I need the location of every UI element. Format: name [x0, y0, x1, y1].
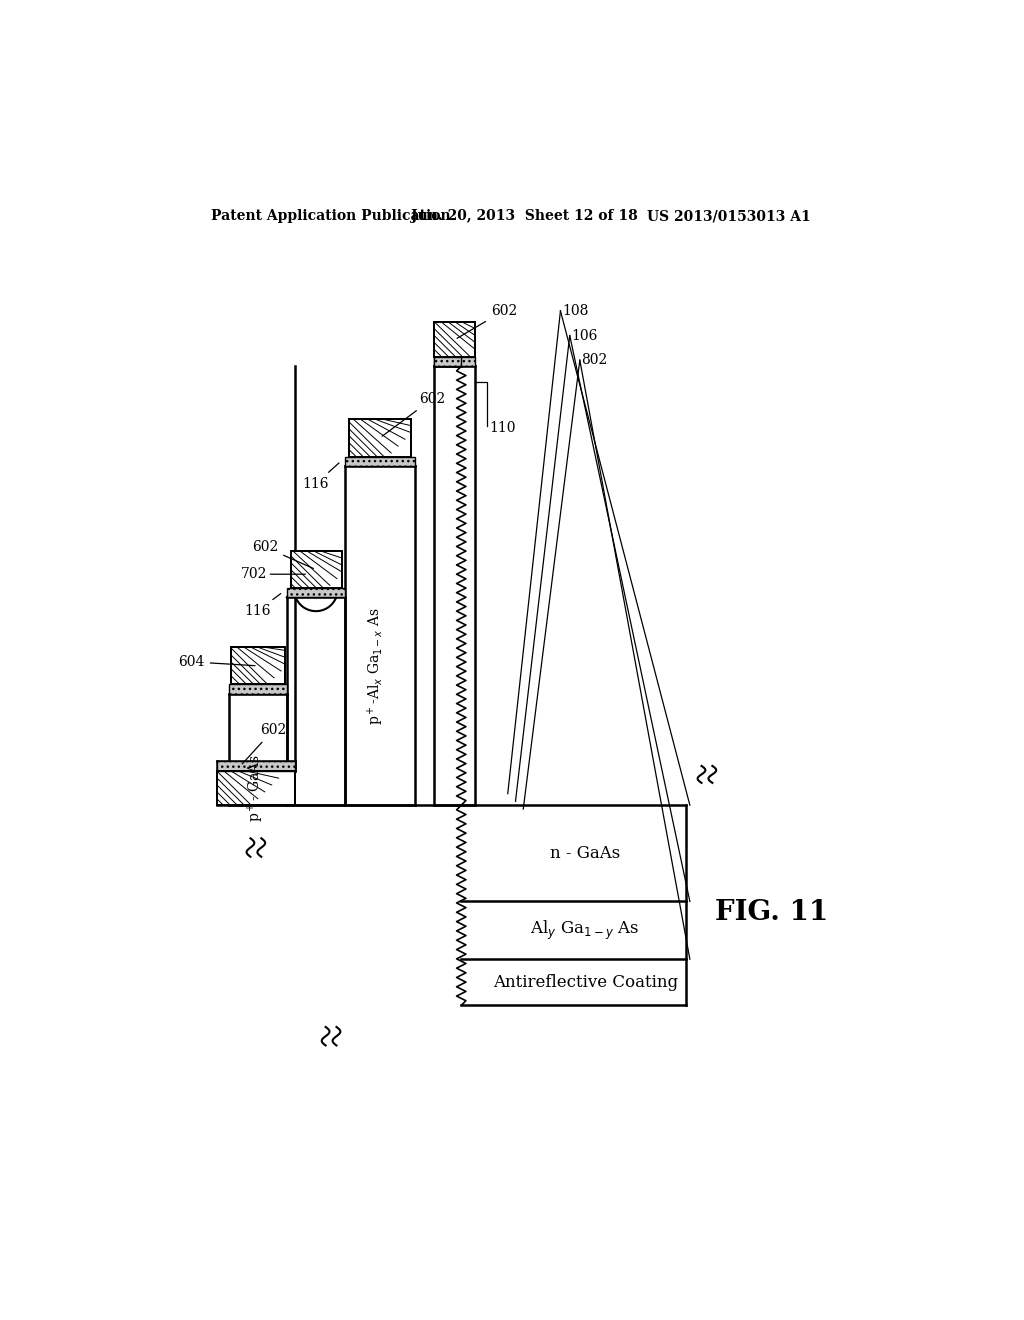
Text: 604: 604	[178, 655, 255, 669]
Bar	[349, 418, 411, 457]
Bar	[231, 647, 286, 684]
Bar	[349, 418, 411, 457]
Text: Patent Application Publication: Patent Application Publication	[211, 209, 451, 223]
Text: 110: 110	[489, 421, 516, 434]
Text: p$^+$- GaAs: p$^+$- GaAs	[246, 754, 266, 822]
Text: 108: 108	[562, 304, 589, 318]
Text: 802: 802	[582, 354, 607, 367]
Bar	[291, 552, 342, 589]
Text: 702: 702	[241, 568, 266, 581]
Bar	[228, 684, 287, 693]
Text: 116: 116	[302, 463, 339, 491]
Text: 602: 602	[382, 392, 444, 436]
Bar	[217, 771, 295, 805]
Text: Antireflective Coating: Antireflective Coating	[493, 974, 678, 991]
Bar	[434, 358, 461, 367]
Text: FIG. 11: FIG. 11	[715, 899, 827, 927]
Text: 602: 602	[252, 540, 313, 569]
Bar	[287, 589, 345, 597]
Bar	[217, 771, 295, 805]
Bar	[291, 552, 342, 589]
Text: 116: 116	[245, 594, 281, 618]
Text: 602: 602	[243, 723, 286, 764]
Text: Jun. 20, 2013  Sheet 12 of 18: Jun. 20, 2013 Sheet 12 of 18	[411, 209, 638, 223]
Text: US 2013/0153013 A1: US 2013/0153013 A1	[647, 209, 811, 223]
Text: 106: 106	[571, 329, 598, 342]
Bar	[217, 762, 295, 771]
Text: Al$_y$ Ga$_{1-y}$ As: Al$_y$ Ga$_{1-y}$ As	[530, 919, 640, 942]
Bar	[434, 358, 475, 367]
Text: p$^+$-Al$_x$ Ga$_{1-x}$ As: p$^+$-Al$_x$ Ga$_{1-x}$ As	[366, 607, 386, 726]
Bar	[434, 322, 475, 358]
Text: n - GaAs: n - GaAs	[550, 845, 621, 862]
Text: 602: 602	[457, 304, 517, 338]
Bar	[345, 457, 415, 466]
Bar	[434, 322, 475, 358]
Bar	[231, 647, 286, 684]
